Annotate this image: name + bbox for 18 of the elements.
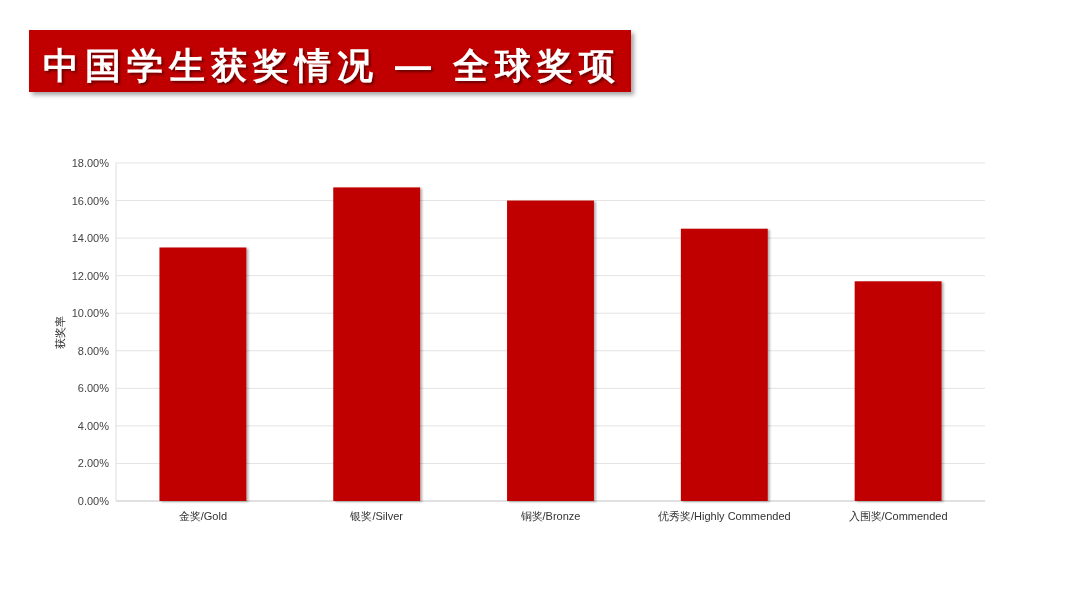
y-tick-label: 6.00% [77, 382, 110, 395]
x-tick-label: 铜奖/Bronze [519, 510, 581, 522]
x-tick-label: 银奖/Silver [349, 510, 404, 522]
y-tick-label: 18.00% [71, 157, 110, 169]
y-tick-label: 8.00% [77, 344, 110, 357]
y-tick-label: 16.00% [71, 194, 110, 207]
y-tick-label: 4.00% [77, 419, 110, 432]
y-tick-label: 12.00% [71, 269, 110, 282]
x-tick-label: 金奖/Gold [178, 510, 228, 522]
y-axis-title: 获奖率 [54, 315, 66, 349]
title: 中国学生获奖情况 — 全球奖项 [29, 30, 631, 92]
y-tick-label: 14.00% [71, 232, 110, 245]
y-tick-label: 10.00% [71, 307, 110, 320]
x-tick-label: 入围奖/Commended [848, 510, 948, 522]
chart-title: 中国学生获奖情况 — 全球奖项 [43, 45, 622, 86]
x-tick-label: 优秀奖/Highly Commended [657, 510, 791, 522]
y-tick-label: 0.00% [77, 495, 110, 507]
y-tick-label: 2.00% [77, 457, 110, 470]
